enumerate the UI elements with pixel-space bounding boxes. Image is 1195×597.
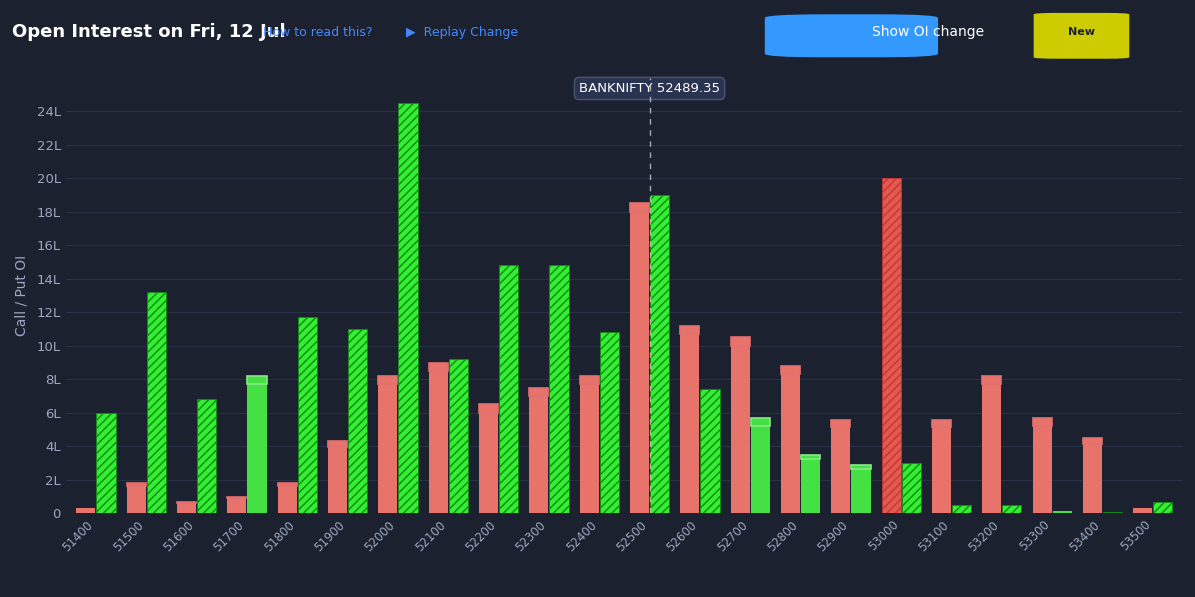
- Bar: [529, 387, 549, 513]
- Bar: [982, 376, 1001, 513]
- Bar: [580, 376, 599, 384]
- Bar: [127, 483, 146, 513]
- Bar: [801, 455, 820, 460]
- Bar: [1032, 418, 1052, 426]
- Bar: [398, 103, 417, 513]
- Bar: [479, 405, 498, 513]
- Bar: [197, 399, 216, 513]
- Bar: [277, 483, 296, 486]
- Bar: [851, 465, 870, 513]
- Bar: [147, 292, 166, 513]
- FancyBboxPatch shape: [765, 14, 938, 57]
- Bar: [529, 387, 549, 396]
- Bar: [429, 362, 448, 513]
- Bar: [851, 465, 870, 469]
- Bar: [932, 420, 951, 513]
- Bar: [449, 359, 468, 513]
- Text: How to read this?: How to read this?: [263, 26, 373, 39]
- Bar: [97, 413, 116, 513]
- Bar: [247, 376, 266, 384]
- Text: Show OI change: Show OI change: [872, 25, 985, 39]
- Bar: [730, 337, 749, 346]
- Text: Open Interest on Fri, 12 Jul: Open Interest on Fri, 12 Jul: [12, 23, 286, 41]
- Bar: [550, 265, 569, 513]
- Bar: [1053, 511, 1072, 513]
- Bar: [327, 441, 347, 513]
- Bar: [700, 389, 719, 513]
- Bar: [750, 418, 770, 513]
- Bar: [127, 483, 146, 486]
- Bar: [832, 420, 851, 427]
- Bar: [1032, 418, 1052, 513]
- Bar: [227, 497, 246, 513]
- FancyBboxPatch shape: [1034, 13, 1129, 59]
- Bar: [379, 376, 398, 384]
- Bar: [327, 441, 347, 447]
- Bar: [177, 501, 196, 513]
- Bar: [227, 497, 246, 498]
- Bar: [952, 505, 972, 513]
- Bar: [1003, 505, 1022, 513]
- Bar: [801, 455, 820, 513]
- Bar: [379, 376, 398, 513]
- Bar: [750, 418, 770, 426]
- Bar: [1103, 512, 1122, 513]
- Bar: [76, 509, 96, 513]
- Bar: [780, 366, 799, 513]
- Bar: [902, 463, 921, 513]
- Bar: [730, 337, 749, 513]
- Bar: [630, 204, 649, 212]
- Bar: [1083, 438, 1102, 444]
- Bar: [247, 376, 266, 513]
- Bar: [1133, 509, 1152, 513]
- Bar: [479, 405, 498, 413]
- Text: New: New: [1068, 27, 1095, 37]
- Bar: [650, 195, 669, 513]
- Bar: [680, 326, 699, 513]
- Bar: [630, 204, 649, 513]
- Bar: [882, 178, 901, 513]
- Text: BANKNIFTY 52489.35: BANKNIFTY 52489.35: [580, 82, 721, 95]
- Bar: [580, 376, 599, 513]
- Bar: [932, 420, 951, 427]
- Bar: [177, 501, 196, 503]
- Bar: [982, 376, 1001, 384]
- Bar: [680, 326, 699, 334]
- Bar: [600, 333, 619, 513]
- Text: ▶  Replay Change: ▶ Replay Change: [406, 26, 519, 39]
- Bar: [780, 366, 799, 374]
- Bar: [429, 362, 448, 371]
- Bar: [832, 420, 851, 513]
- Bar: [298, 318, 317, 513]
- Bar: [277, 483, 296, 513]
- Y-axis label: Call / Put OI: Call / Put OI: [14, 255, 29, 336]
- Bar: [348, 329, 367, 513]
- Bar: [1083, 438, 1102, 513]
- Bar: [1153, 501, 1172, 513]
- Bar: [500, 265, 519, 513]
